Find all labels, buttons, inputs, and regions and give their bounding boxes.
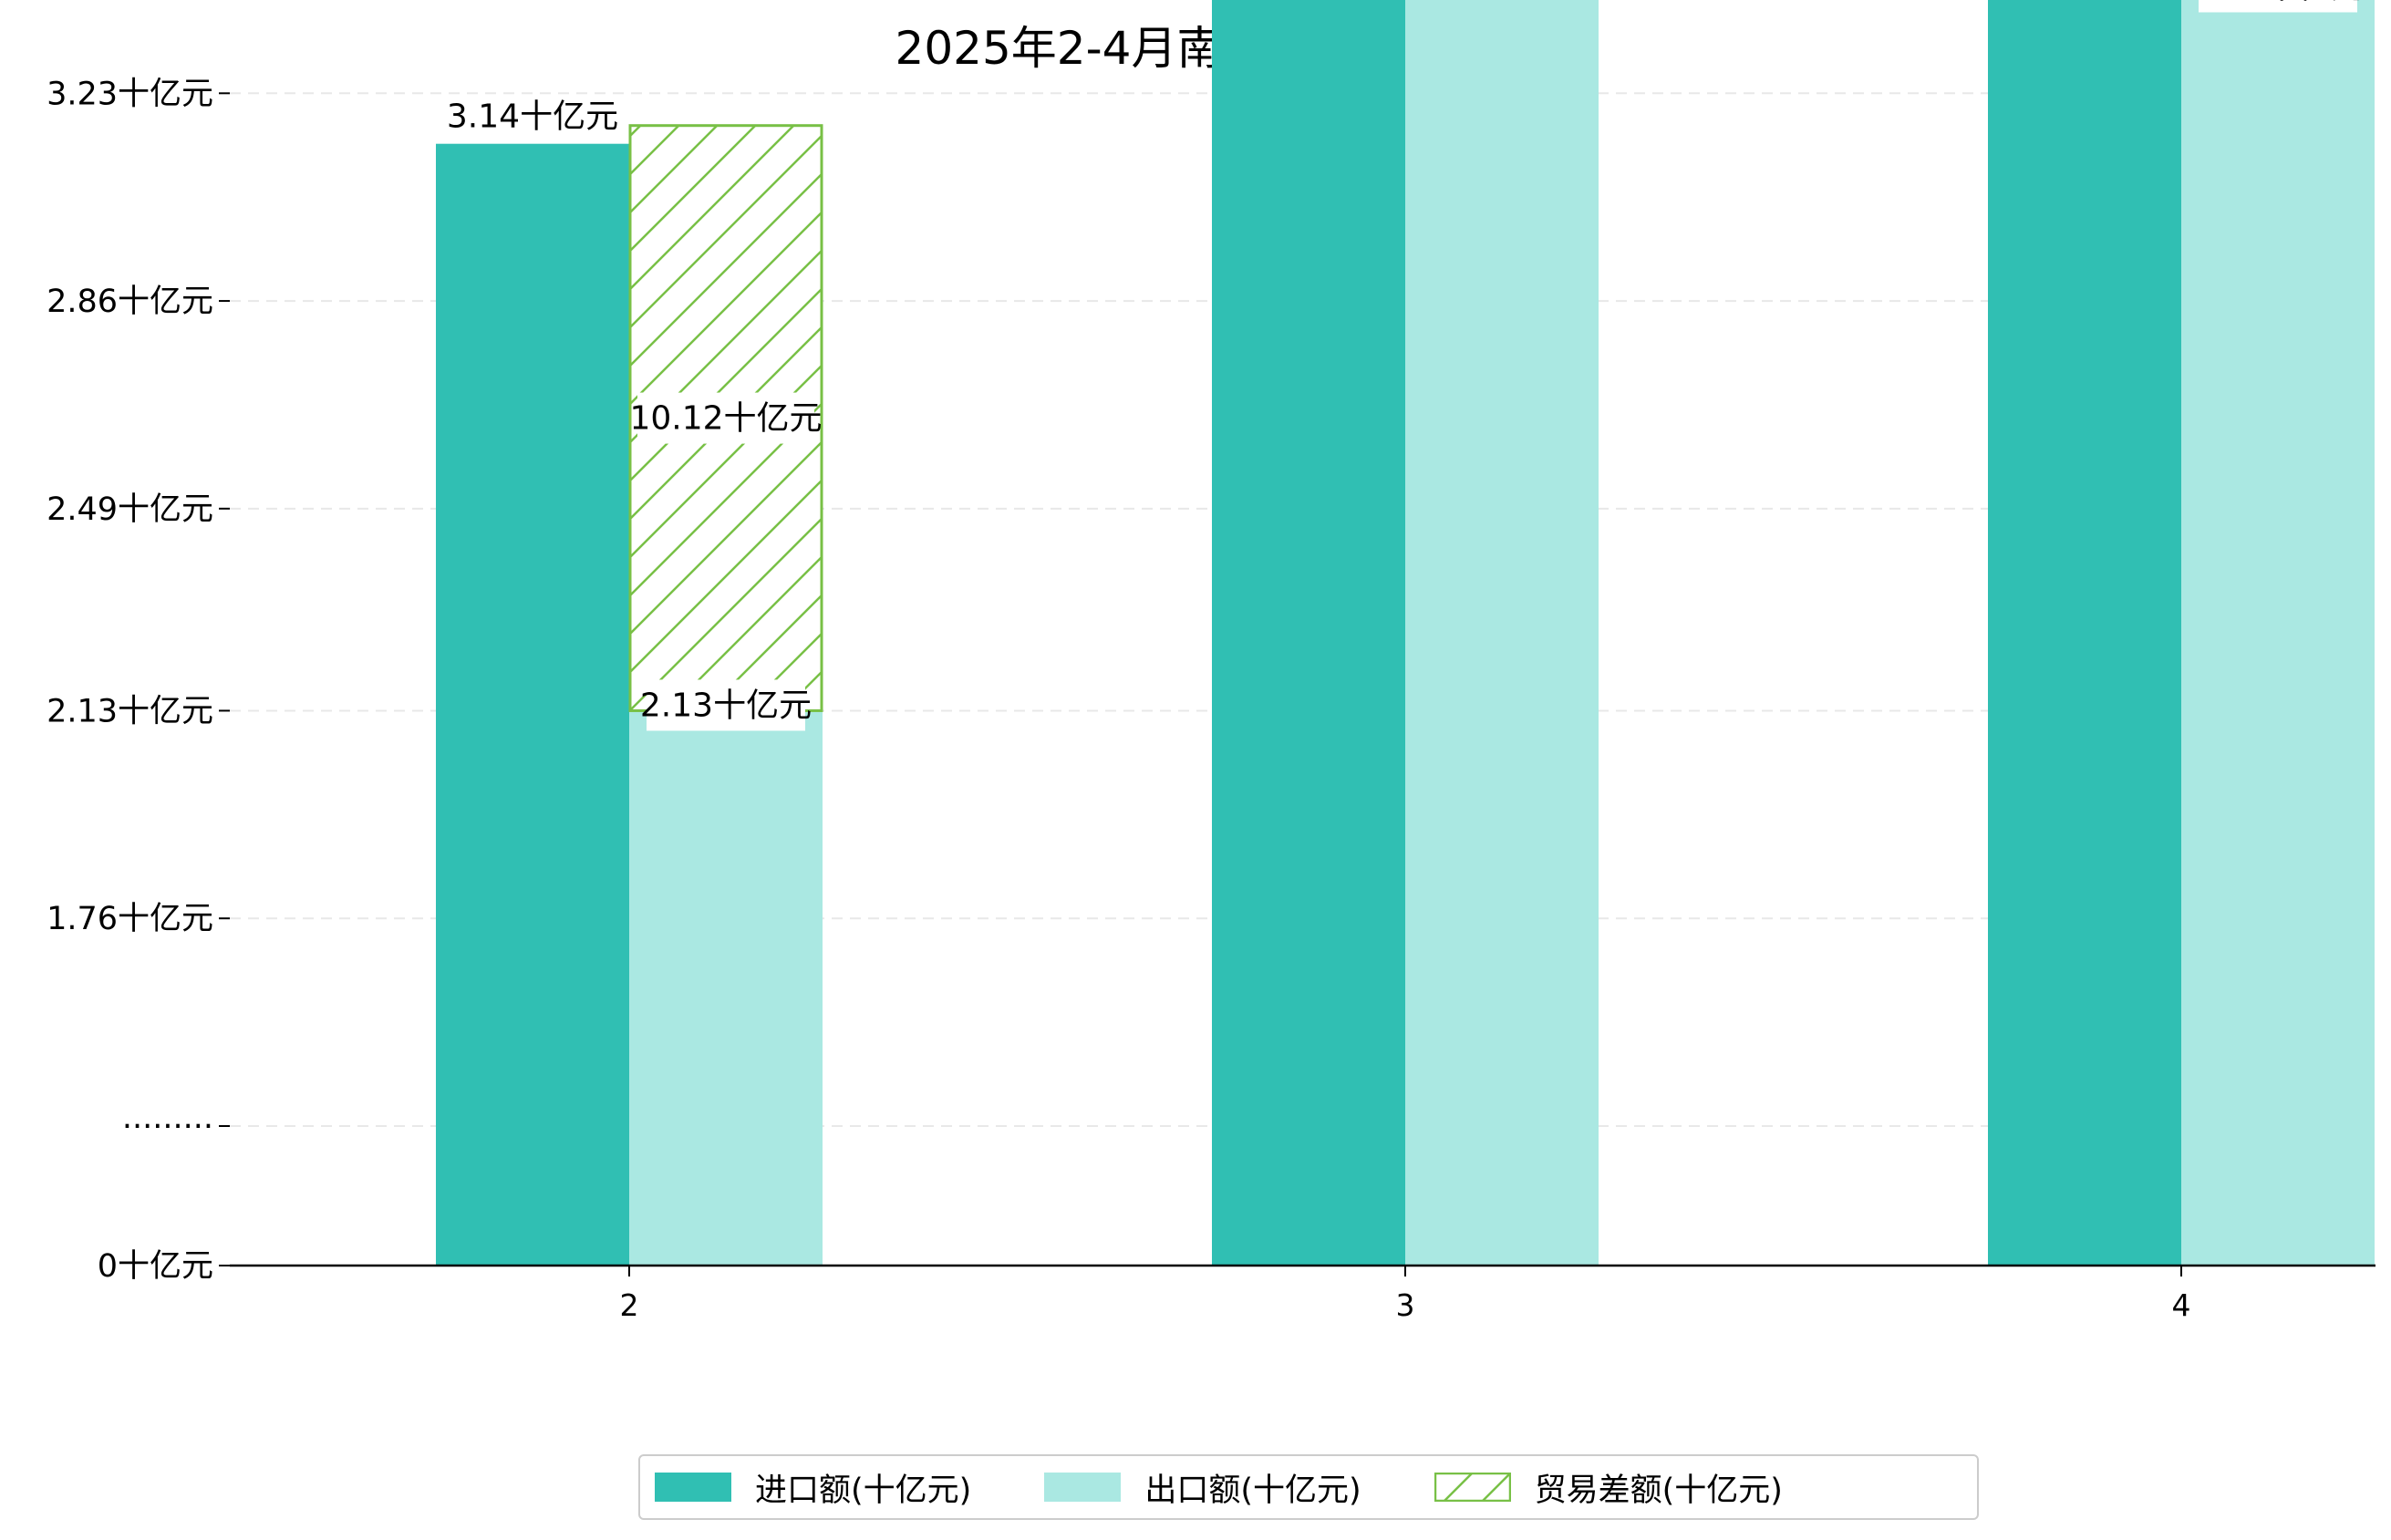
legend-item-balance[interactable]: 贸易差额(十亿元): [1434, 1464, 1783, 1511]
x-tick-label: 3: [1396, 1287, 1415, 1323]
legend-swatch-import: [655, 1473, 731, 1502]
legend-swatch-balance: [1434, 1473, 1511, 1502]
legend: 进口额(十亿元) 出口额(十亿元) 贸易差额(十亿元): [638, 1454, 1979, 1520]
label-box: [2199, 0, 2357, 13]
export-bar: [1405, 0, 1599, 1266]
label-text: 3.41十亿元: [2192, 0, 2364, 5]
import-bar: [436, 143, 629, 1266]
x-axis: 2 3 4: [230, 1264, 2375, 1323]
label-box: [647, 679, 805, 731]
x-tick-label: 4: [2172, 1287, 2191, 1323]
y-tick-label: 1.76十亿元: [47, 901, 213, 937]
export-bar: [629, 710, 823, 1266]
x-tick-label: 2: [620, 1287, 639, 1323]
y-tick-label: 2.86十亿元: [47, 284, 213, 320]
legend-item-import[interactable]: 进口额(十亿元): [655, 1464, 971, 1511]
bars-layer: [436, 0, 2375, 1266]
export-bar: [2181, 0, 2375, 1266]
y-tick-label: ·········: [122, 1109, 213, 1145]
label-text: 2.13十亿元: [640, 687, 812, 724]
export-data-label: 3.41十亿元: [2192, 0, 2364, 13]
legend-label-import: 进口额(十亿元): [755, 1472, 972, 1509]
y-tick-label: 2.49十亿元: [47, 491, 213, 528]
legend-label-export: 出口额(十亿元): [1144, 1472, 1361, 1509]
y-axis: 0十亿元 ········· 1.76十亿元 2.13十亿元 2.49十亿元 2.86十亿…: [47, 76, 230, 1285]
y-tick-label: 3.23十亿元: [47, 76, 213, 112]
label-text: 10.12十亿元: [629, 400, 822, 438]
y-tick-label: 2.13十亿元: [47, 693, 213, 729]
legend-swatch-export: [1044, 1473, 1122, 1502]
balance-data-label: 10.12十亿元: [629, 392, 823, 444]
import-bar: [1212, 0, 1405, 1266]
import-data-label: 3.14十亿元: [447, 98, 618, 136]
legend-item-export[interactable]: 出口额(十亿元): [1044, 1464, 1361, 1511]
y-tick-label: 0十亿元: [98, 1248, 213, 1285]
import-bar: [1988, 0, 2181, 1266]
label-box: [637, 392, 814, 444]
export-data-label: 2.13十亿元: [640, 679, 812, 731]
data-labels-layer: 3.14十亿元2.13十亿元10.12十亿元3.97十亿元3.65十亿元3.19…: [447, 0, 2364, 731]
legend-label-balance: 贸易差额(十亿元): [1534, 1472, 1783, 1509]
